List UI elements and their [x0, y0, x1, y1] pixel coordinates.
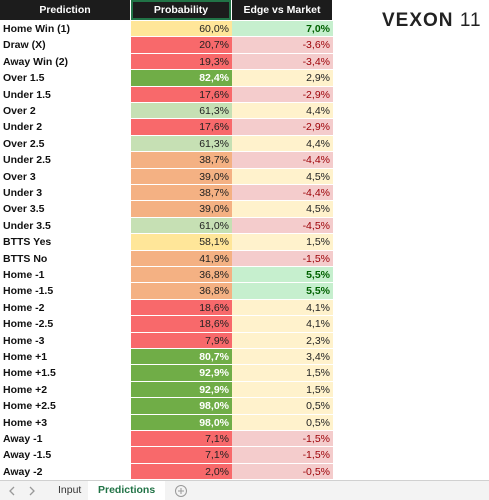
edge-cell: 1,5%	[232, 234, 333, 251]
edge-cell: 1,5%	[232, 365, 333, 382]
probability-cell: 2,0%	[131, 463, 232, 481]
edge-cell: 4,5%	[232, 168, 333, 185]
edge-cell: 7,0%	[232, 21, 333, 38]
prediction-cell: Under 2	[0, 119, 131, 136]
logo-name: VEXON	[382, 10, 454, 31]
prediction-cell: Home -2	[0, 300, 131, 317]
edge-cell: 0,5%	[232, 398, 333, 415]
prediction-cell: Home Win (1)	[0, 21, 131, 38]
prediction-cell: Over 1.5	[0, 70, 131, 87]
prediction-cell: Away -1	[0, 431, 131, 448]
prediction-cell: Draw (X)	[0, 37, 131, 54]
sheet-tabs: Input Predictions	[0, 480, 489, 500]
prediction-cell: Home +2	[0, 382, 131, 399]
prediction-cell: Under 2.5	[0, 152, 131, 169]
prediction-cell: Under 3	[0, 185, 131, 202]
probability-cell: 38,7%	[131, 185, 232, 202]
probability-cell: 39,0%	[131, 201, 232, 218]
edge-cell: -3,4%	[232, 53, 333, 71]
prediction-cell: Over 2	[0, 103, 131, 120]
prediction-cell: Home -1	[0, 267, 131, 284]
edge-cell: 0,5%	[232, 414, 333, 431]
edge-cell: -2,9%	[232, 119, 333, 136]
probability-cell: 80,7%	[131, 349, 232, 366]
probability-cell: 61,0%	[131, 217, 232, 235]
edge-cell: 4,5%	[232, 201, 333, 218]
probability-cell: 38,7%	[131, 152, 232, 169]
prediction-cell: Home +3	[0, 415, 131, 431]
probability-cell: 39,0%	[131, 168, 232, 185]
edge-cell: -2,9%	[232, 86, 333, 103]
probability-cell: 18,6%	[131, 316, 232, 333]
probability-cell: 20,7%	[131, 37, 232, 54]
edge-cell: -1,5%	[232, 250, 333, 267]
edge-cell: -0,5%	[232, 463, 333, 481]
probability-cell: 7,1%	[131, 431, 232, 448]
prediction-cell: Home +1	[0, 349, 131, 366]
edge-cell: -4,4%	[232, 152, 333, 169]
probability-cell: 36,8%	[131, 283, 232, 300]
probability-cell: 92,9%	[131, 381, 232, 399]
edge-cell: 2,3%	[232, 332, 333, 349]
column-header: Edge vs Market	[232, 0, 333, 21]
logo-number: 11	[459, 10, 482, 31]
edge-cell: 4,4%	[232, 103, 333, 120]
prediction-cell: Over 3	[0, 169, 131, 185]
prediction-cell: Under 1.5	[0, 87, 131, 103]
edge-cell: 4,1%	[232, 299, 333, 317]
edge-cell: 5,5%	[232, 267, 333, 284]
edge-cell: -1,5%	[232, 431, 333, 448]
edge-cell: 1,5%	[232, 381, 333, 399]
edge-cell: -1,5%	[232, 447, 333, 464]
probability-cell: 17,6%	[131, 86, 232, 103]
probability-cell: 60,0%	[131, 21, 232, 38]
edge-cell: 4,1%	[232, 316, 333, 333]
probability-cell: 98,0%	[131, 398, 232, 415]
probability-cell: 41,9%	[131, 250, 232, 267]
column-header: Prediction	[0, 0, 131, 21]
sheet-tab[interactable]: Input	[58, 484, 82, 496]
probability-cell: 18,6%	[131, 299, 232, 317]
probability-cell: 92,9%	[131, 365, 232, 382]
probability-cell: 61,3%	[131, 103, 232, 120]
prediction-cell: Away Win (2)	[0, 54, 131, 71]
sheet-tab[interactable]: Predictions	[88, 481, 166, 500]
prediction-cell: Home -1.5	[0, 283, 131, 300]
probability-cell: 19,3%	[131, 53, 232, 71]
prediction-cell: Over 2.5	[0, 136, 131, 153]
edge-cell: 5,5%	[232, 283, 333, 300]
prediction-cell: BTTS Yes	[0, 234, 131, 251]
tab-nav[interactable]	[0, 481, 60, 500]
edge-cell: 3,4%	[232, 349, 333, 366]
probability-cell: 82,4%	[131, 70, 232, 87]
edge-cell: -3,6%	[232, 37, 333, 54]
probability-cell: 7,9%	[131, 332, 232, 349]
edge-cell: -4,4%	[232, 185, 333, 202]
logo: VEXON 11	[382, 10, 482, 32]
prediction-cell: Away -2	[0, 464, 131, 481]
prediction-cell: Home -3	[0, 333, 131, 349]
prediction-cell: BTTS No	[0, 251, 131, 267]
probability-cell: 61,3%	[131, 135, 232, 153]
probability-cell: 7,1%	[131, 447, 232, 464]
prediction-cell: Over 3.5	[0, 201, 131, 218]
prediction-cell: Home -2.5	[0, 316, 131, 333]
add-sheet[interactable]	[172, 481, 192, 500]
edge-cell: 4,4%	[232, 135, 333, 153]
probability-cell: 98,0%	[131, 414, 232, 431]
edge-cell: 2,9%	[232, 70, 333, 87]
probability-cell: 36,8%	[131, 267, 232, 284]
column-header: Probability	[131, 0, 232, 21]
prediction-cell: Away -1.5	[0, 447, 131, 464]
probability-cell: 17,6%	[131, 119, 232, 136]
prediction-cell: Home +2.5	[0, 398, 131, 415]
prediction-cell: Home +1.5	[0, 365, 131, 382]
prediction-cell: Under 3.5	[0, 218, 131, 235]
edge-cell: -4,5%	[232, 217, 333, 235]
probability-cell: 58,1%	[131, 234, 232, 251]
